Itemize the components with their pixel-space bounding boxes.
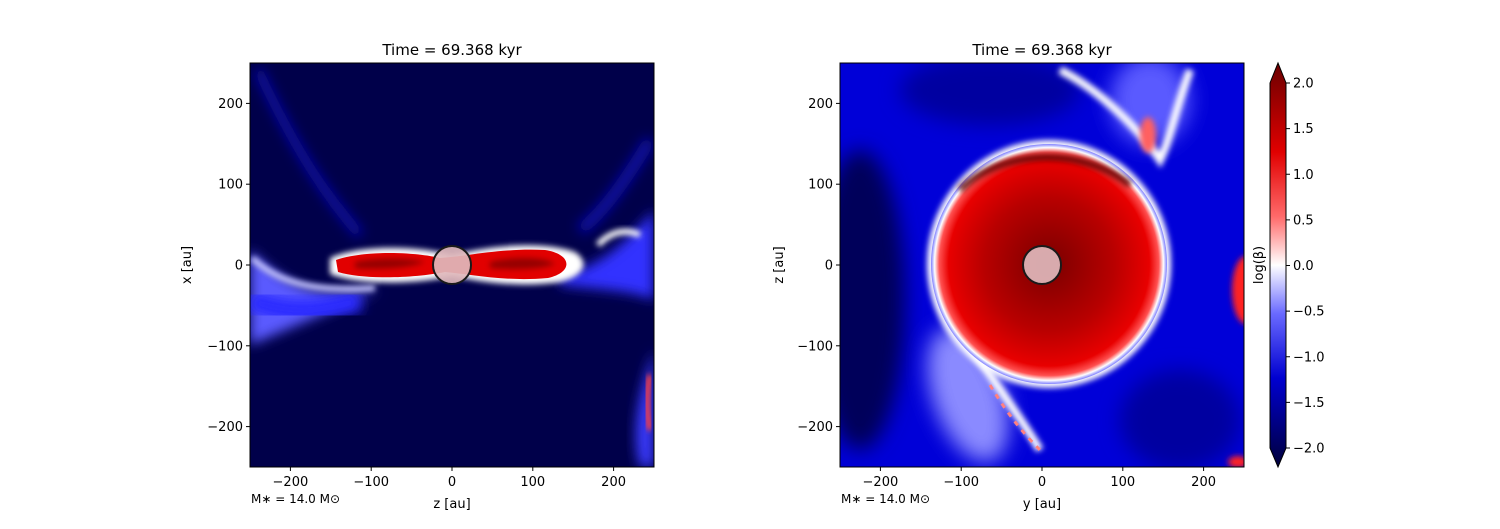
left-heatmap-filament-left-wide (250, 289, 364, 322)
right-x-tick-label: 0 (1038, 475, 1046, 490)
right-y-tick-label: −200 (797, 420, 833, 435)
left-x-tick-label: −200 (273, 475, 309, 490)
left-heatmap-filament-left (250, 250, 380, 345)
left-heatmap-filament-bottom-right-hot (644, 374, 653, 431)
colorbar-tick-label: 1.5 (1293, 122, 1314, 137)
colorbar: 2.0 1.5 1.0 0.5 0.0 −0.5 −1.0 −1.5 −2.0 log(β) (1252, 61, 1325, 469)
left-x-tick-label: 0 (448, 475, 456, 490)
left-y-tick-label: 0 (235, 259, 243, 274)
colorbar-tick-label: 0.0 (1293, 259, 1314, 274)
left-heatmap-arc-right (576, 136, 654, 235)
right-panel-title: Time = 69.368 kyr (971, 41, 1112, 59)
colorbar-tick-label: 2.0 (1293, 77, 1314, 92)
right-x-tick-label: 100 (1110, 475, 1135, 490)
left-y-tick-label: 100 (218, 178, 243, 193)
left-x-tick-label: 100 (520, 475, 545, 490)
right-y-tick-label: 200 (808, 97, 833, 112)
right-x-tick-label: −100 (943, 475, 979, 490)
left-mass-annotation: M∗ = 14.0 M⊙ (251, 492, 340, 506)
left-star-marker (432, 245, 472, 285)
left-y-tick-label: −100 (207, 339, 243, 354)
right-x-tick-label: −200 (863, 475, 899, 490)
left-heatmap-filament-left-core (250, 255, 376, 293)
right-axis-ticks: −200 −100 0 100 200 −200 −100 0 100 200 (797, 97, 1216, 490)
colorbar-tick-label: 0.5 (1293, 213, 1314, 228)
right-heatmap-hot-spot-right (1232, 256, 1244, 324)
right-heatmap-hot-spot-bottom-right (1228, 456, 1244, 467)
colorbar-tick-label: −1.5 (1293, 396, 1325, 411)
right-x-tick-label: 200 (1191, 475, 1216, 490)
colorbar-label: log(β) (1252, 246, 1267, 284)
right-heatmap-dark-bottom-right (1120, 370, 1240, 467)
left-x-tick-label: −100 (353, 475, 389, 490)
left-heatmap-arc-upper (253, 67, 364, 239)
right-x-axis-label: y [au] (1023, 497, 1061, 512)
colorbar-tick-label: −2.0 (1293, 442, 1325, 457)
left-y-tick-label: −200 (207, 420, 243, 435)
right-heatmap-disk-ring (957, 154, 1132, 193)
right-mass-annotation: M∗ = 14.0 M⊙ (841, 492, 930, 506)
colorbar-ticks: 2.0 1.5 1.0 0.5 0.0 −0.5 −1.0 −1.5 −2.0 (1286, 77, 1325, 457)
colorbar-tick-label: −0.5 (1293, 305, 1325, 320)
right-star-circle (1022, 245, 1062, 285)
left-star-circle (432, 245, 472, 285)
right-y-axis-label: z [au] (772, 246, 787, 283)
right-y-tick-label: 100 (808, 178, 833, 193)
left-heatmap-disk-core (355, 258, 555, 270)
left-panel-title: Time = 69.368 kyr (381, 41, 522, 59)
left-heatmap-filament-right-core (595, 228, 642, 248)
right-y-tick-label: 0 (825, 259, 833, 274)
right-heatmap-dark-left (840, 150, 905, 450)
right-heatmap-dark-top (900, 63, 1080, 125)
right-y-tick-label: −100 (797, 339, 833, 354)
colorbar-body (1269, 61, 1287, 469)
right-heatmap-hot-spot-top (1140, 117, 1156, 153)
right-heatmap-filament-top (1058, 66, 1194, 168)
right-panel: Time = 69.368 kyr −200 −100 0 100 200−200−10 (772, 41, 1245, 512)
right-star-marker (1022, 245, 1062, 285)
left-y-axis-label: x [au] (180, 246, 195, 284)
left-heatmap-filament-right (560, 210, 654, 300)
left-y-tick-label: 200 (218, 97, 243, 112)
colorbar-tick-label: −1.0 (1293, 350, 1325, 365)
left-panel: Time = 69.368 kyr −200 −100 0 100 200 −200 −10… (180, 41, 655, 512)
left-x-axis-label: z [au] (433, 497, 470, 512)
left-axis-ticks: −200 −100 0 100 200 −200 −100 0 100 200 (207, 97, 626, 490)
colorbar-tick-label: 1.0 (1293, 168, 1314, 183)
left-x-tick-label: 200 (601, 475, 626, 490)
